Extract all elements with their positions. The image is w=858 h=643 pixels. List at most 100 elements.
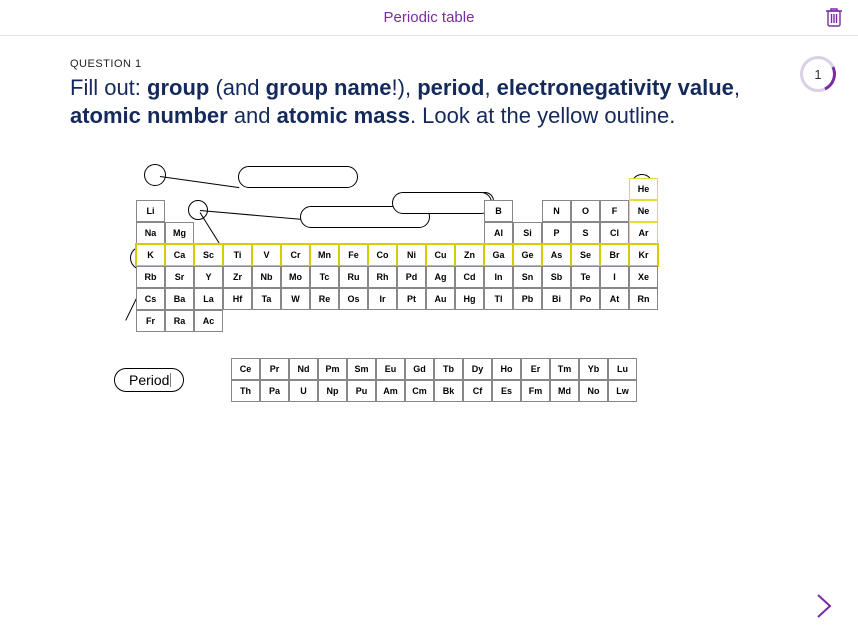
element-cell: Pa (260, 380, 289, 402)
element-cell: Ta (252, 288, 281, 310)
element-cell: Mg (165, 222, 194, 244)
element-cell: Ca (165, 244, 194, 266)
table-row: KCaScTiVCrMnFeCoNiCuZnGaGeAsSeBrKr (136, 244, 666, 266)
period-input[interactable]: Period (114, 368, 184, 392)
element-cell: Rb (136, 266, 165, 288)
q-suffix: . Look at the yellow outline. (410, 103, 675, 128)
periodic-table: He LiBNOFNe NaMgAlSiPSClAr KCaScTiVCrMnF… (136, 178, 666, 332)
element-cell: Lu (608, 358, 637, 380)
element-cell: W (281, 288, 310, 310)
element-cell: Gd (405, 358, 434, 380)
q-m1: (and (209, 75, 265, 100)
element-cell: Ti (223, 244, 252, 266)
q-b3: period (417, 75, 484, 100)
element-cell: Pm (318, 358, 347, 380)
element-cell: Cs (136, 288, 165, 310)
element-cell: Al (484, 222, 513, 244)
element-cell: Te (571, 266, 600, 288)
table-row: ThPaUNpPuAmCmBkCfEsFmMdNoLw (231, 380, 637, 402)
element-cell: Pd (397, 266, 426, 288)
element-cell: Lw (608, 380, 637, 402)
element-cell: Pt (397, 288, 426, 310)
element-cell: Fm (521, 380, 550, 402)
element-cell: Am (376, 380, 405, 402)
periodic-table-figure: He LiBNOFNe NaMgAlSiPSClAr KCaScTiVCrMnF… (100, 158, 700, 458)
element-cell: Bi (542, 288, 571, 310)
question-text: Fill out: group (and group name!), perio… (70, 74, 788, 130)
element-cell: Ho (492, 358, 521, 380)
question-label: QUESTION 1 (70, 58, 788, 70)
element-cell: Np (318, 380, 347, 402)
element-cell: Pr (260, 358, 289, 380)
element-cell: Yb (579, 358, 608, 380)
table-row: CePrNdPmSmEuGdTbDyHoErTmYbLu (231, 358, 637, 380)
element-cell: Ne (629, 200, 658, 222)
element-cell: Sr (165, 266, 194, 288)
element-cell: Re (310, 288, 339, 310)
element-cell: Si (513, 222, 542, 244)
q-m2: !), (392, 75, 418, 100)
element-cell: As (542, 244, 571, 266)
element-cell: Ge (513, 244, 542, 266)
element-cell: At (600, 288, 629, 310)
element-cell: Au (426, 288, 455, 310)
element-cell: Hg (455, 288, 484, 310)
element-cell: Os (339, 288, 368, 310)
element-cell: Ga (484, 244, 513, 266)
element-cell: Rn (629, 288, 658, 310)
element-cell: Ar (629, 222, 658, 244)
element-cell: Md (550, 380, 579, 402)
next-icon[interactable] (810, 591, 836, 621)
element-cell: Cd (455, 266, 484, 288)
table-row: He (136, 178, 666, 200)
element-cell: Cf (463, 380, 492, 402)
element-cell: Ag (426, 266, 455, 288)
element-cell: Sn (513, 266, 542, 288)
q-b5: atomic number (70, 103, 228, 128)
element-cell: Sm (347, 358, 376, 380)
element-cell: Ac (194, 310, 223, 332)
element-cell: No (579, 380, 608, 402)
element-cell: Se (571, 244, 600, 266)
element-cell: Nb (252, 266, 281, 288)
element-cell: F (600, 200, 629, 222)
element-cell: I (600, 266, 629, 288)
element-cell: Dy (463, 358, 492, 380)
lanthanide-block: CePrNdPmSmEuGdTbDyHoErTmYbLu ThPaUNpPuAm… (231, 358, 637, 402)
element-cell: Xe (629, 266, 658, 288)
element-cell: Sc (194, 244, 223, 266)
q-b6: atomic mass (277, 103, 410, 128)
element-cell: Br (600, 244, 629, 266)
q-b2: group name (266, 75, 392, 100)
element-cell: P (542, 222, 571, 244)
element-cell: Eu (376, 358, 405, 380)
element-cell: Fe (339, 244, 368, 266)
table-row: LiBNOFNe (136, 200, 666, 222)
element-cell: Th (231, 380, 260, 402)
element-cell: Pu (347, 380, 376, 402)
element-cell: Y (194, 266, 223, 288)
element-cell: Co (368, 244, 397, 266)
element-cell: Bk (434, 380, 463, 402)
element-cell: Kr (629, 244, 658, 266)
element-cell: Mo (281, 266, 310, 288)
element-cell: Hf (223, 288, 252, 310)
element-cell: Mn (310, 244, 339, 266)
element-cell: B (484, 200, 513, 222)
element-cell: U (289, 380, 318, 402)
element-cell: Zr (223, 266, 252, 288)
q-b1: group (147, 75, 209, 100)
element-cell: Ir (368, 288, 397, 310)
element-cell: Cl (600, 222, 629, 244)
q-m4: , (734, 75, 740, 100)
trash-icon[interactable] (824, 6, 844, 28)
element-cell: Pb (513, 288, 542, 310)
element-cell: Na (136, 222, 165, 244)
table-row: NaMgAlSiPSClAr (136, 222, 666, 244)
element-cell: Sb (542, 266, 571, 288)
table-row: RbSrYZrNbMoTcRuRhPdAgCdInSnSbTeIXe (136, 266, 666, 288)
top-bar: Periodic table (0, 0, 858, 36)
element-cell: Po (571, 288, 600, 310)
element-cell: Ra (165, 310, 194, 332)
q-prefix: Fill out: (70, 75, 147, 100)
